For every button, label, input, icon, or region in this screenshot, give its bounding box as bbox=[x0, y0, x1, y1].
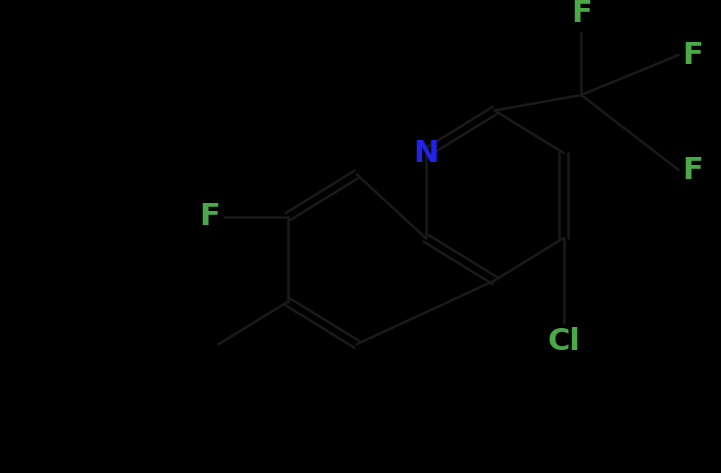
Text: Cl: Cl bbox=[547, 327, 580, 356]
Text: N: N bbox=[413, 139, 438, 167]
Text: F: F bbox=[683, 156, 703, 184]
Text: F: F bbox=[200, 202, 220, 231]
Text: F: F bbox=[683, 41, 703, 70]
Text: F: F bbox=[571, 0, 592, 28]
